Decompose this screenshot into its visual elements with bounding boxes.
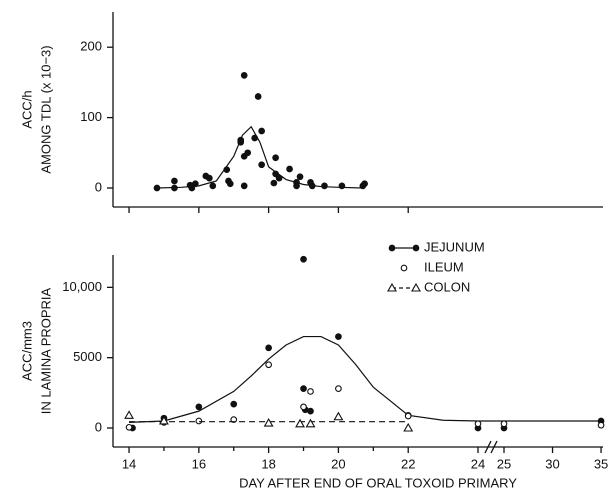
fit-line	[129, 335, 602, 423]
data-point	[296, 173, 304, 181]
data-point	[474, 420, 482, 428]
data-point	[263, 417, 274, 427]
data-point	[158, 415, 169, 425]
data-point	[265, 344, 272, 352]
data-point	[300, 403, 307, 411]
legend-marker	[387, 282, 397, 292]
data-point	[404, 412, 412, 420]
data-point	[338, 182, 346, 190]
legend-marker	[411, 282, 421, 292]
x-tick-label: 25	[497, 456, 511, 471]
data-point	[244, 149, 252, 157]
data-point	[333, 411, 344, 421]
data-point	[500, 420, 508, 428]
x-axis-label: DAY AFTER END OF ORAL TOXOID PRIMARY	[239, 475, 517, 490]
y-tick-label: 0	[95, 419, 102, 434]
data-point	[597, 421, 605, 429]
data-point	[321, 182, 328, 190]
x-tick-label: 16	[192, 456, 206, 471]
data-point	[230, 400, 238, 408]
data-point	[171, 184, 178, 192]
data-point	[307, 388, 314, 395]
data-point	[293, 182, 300, 190]
x-tick-label: 35	[594, 456, 608, 471]
data-point	[125, 423, 133, 431]
x-tick-label: 20	[331, 456, 345, 471]
data-point	[258, 161, 266, 169]
data-point	[265, 361, 272, 369]
data-point	[192, 180, 199, 188]
data-point	[254, 93, 262, 100]
data-point	[335, 333, 342, 340]
y-tick-label: 5000	[73, 349, 102, 364]
y-axis-label: AMONG TDL (x 10−3)	[38, 45, 53, 173]
data-point	[195, 417, 203, 425]
x-tick-label: 30	[545, 456, 559, 471]
data-point	[124, 410, 134, 419]
data-point	[272, 154, 279, 162]
legend-label: ILEUM	[424, 259, 464, 274]
data-point	[251, 134, 259, 142]
data-point	[240, 182, 248, 190]
legend-marker	[388, 244, 396, 252]
y-tick-label: 0	[95, 179, 102, 194]
data-point	[230, 416, 238, 423]
data-point	[209, 182, 217, 190]
legend-label: COLON	[424, 279, 470, 294]
data-point	[361, 180, 368, 188]
legend-marker	[400, 264, 408, 272]
data-point	[308, 182, 316, 190]
data-point	[237, 138, 245, 146]
data-point	[226, 180, 234, 188]
fit-line	[156, 125, 363, 189]
data-point	[307, 407, 314, 415]
y-axis-label: ACC/h	[19, 90, 34, 128]
y-axis-label: IN LAMINA PROPRIA	[38, 287, 53, 414]
axis-break	[490, 440, 498, 454]
y-axis-label: ACC/mm3	[19, 321, 34, 381]
x-tick-label: 24	[471, 456, 485, 471]
x-tick-label: 14	[122, 456, 136, 471]
y-tick-label: 10,000	[62, 279, 102, 294]
data-point	[300, 385, 307, 392]
legend-label: JEJUNUM	[424, 239, 485, 254]
data-point	[240, 72, 248, 79]
data-point	[258, 127, 266, 135]
data-point	[403, 422, 414, 432]
legend-marker	[412, 244, 420, 252]
data-point	[272, 170, 279, 178]
data-point	[275, 174, 283, 182]
y-tick-label: 200	[80, 39, 102, 54]
data-point	[205, 174, 213, 182]
y-tick-label: 100	[80, 109, 102, 124]
axis-break	[484, 440, 492, 454]
data-point	[270, 179, 278, 187]
data-point	[305, 418, 316, 428]
data-point	[223, 166, 231, 174]
data-point	[300, 255, 307, 263]
data-point	[171, 177, 178, 185]
data-point	[153, 184, 161, 192]
data-point	[195, 403, 203, 411]
data-point	[295, 418, 305, 428]
data-point	[188, 184, 196, 192]
data-point	[286, 165, 293, 173]
x-tick-label: 18	[261, 456, 275, 471]
x-tick-label: 22	[401, 456, 415, 471]
data-point	[335, 385, 342, 392]
